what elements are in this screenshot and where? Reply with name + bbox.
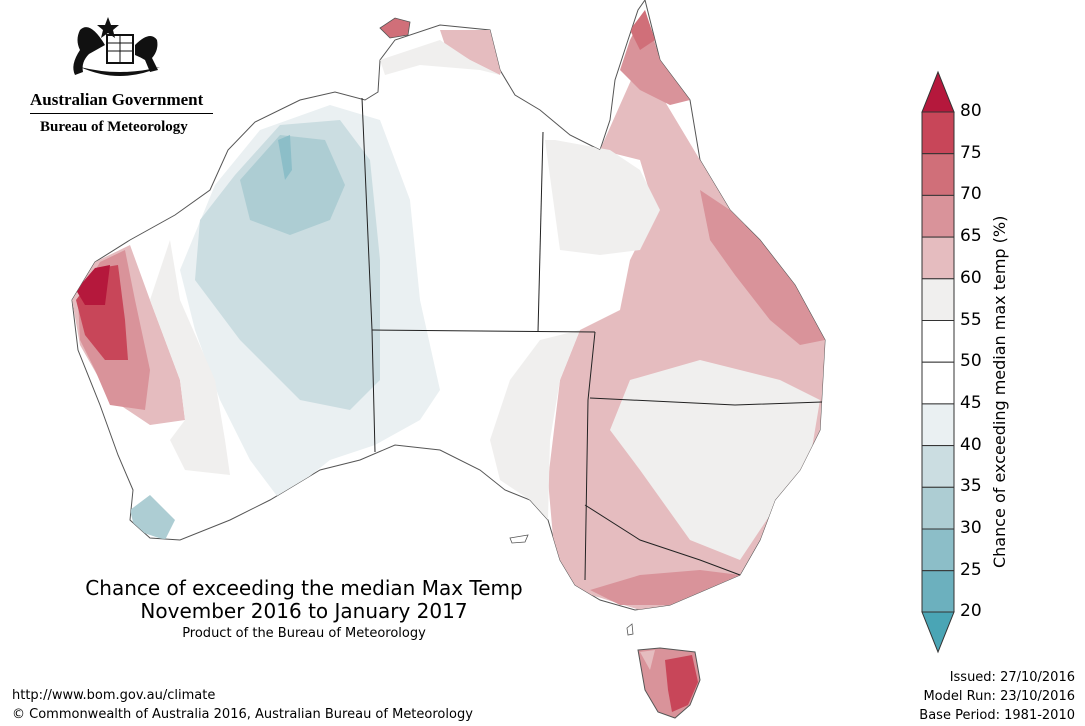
legend-swatch-40-45 bbox=[921, 403, 955, 447]
legend-swatch-65-70 bbox=[921, 194, 955, 238]
legend-arrow-bottom bbox=[921, 611, 955, 654]
legend-tick-label: 30 bbox=[960, 518, 982, 538]
legend-swatch-55-60 bbox=[921, 278, 955, 321]
legend-tick-label: 45 bbox=[960, 392, 982, 413]
region-65-70-kimberley-nt bbox=[500, 40, 525, 70]
king-island bbox=[626, 623, 634, 636]
legend-tick-label: 80 bbox=[960, 101, 982, 121]
legend-swatch-75-80 bbox=[921, 111, 955, 155]
legend-colorbar bbox=[921, 70, 955, 654]
map-subtitle: Product of the Bureau of Meteorology bbox=[182, 626, 426, 641]
region-30-35-wa bbox=[278, 135, 292, 180]
legend-tick-label: 65 bbox=[960, 226, 982, 247]
legend-swatch-60-65 bbox=[921, 236, 955, 280]
legend-tick-label: 20 bbox=[960, 601, 982, 622]
region-70-75-north-tip bbox=[630, 10, 655, 50]
legend-swatch-70-75 bbox=[921, 153, 955, 196]
region-55-60-sa bbox=[490, 330, 580, 520]
tasmania-70 bbox=[665, 655, 698, 712]
footer-copyright: © Commonwealth of Australia 2016, Austra… bbox=[12, 707, 473, 722]
state-borders bbox=[361, 97, 823, 581]
region-65-70-qld-coast bbox=[700, 190, 825, 345]
legend-tick-label: 75 bbox=[960, 142, 982, 163]
coat-of-arms-logo bbox=[73, 17, 160, 76]
region-55-60-central bbox=[545, 140, 660, 255]
map-title-line2: November 2016 to January 2017 bbox=[140, 599, 468, 623]
legend-swatch-25-30 bbox=[921, 528, 955, 572]
legend-swatch-20-25 bbox=[921, 570, 955, 613]
bureau-name: Bureau of Meteorology bbox=[40, 119, 188, 135]
kangaroo-island bbox=[509, 534, 529, 544]
footer-url[interactable]: http://www.bom.gov.au/climate bbox=[12, 688, 216, 703]
region-65-70-vic bbox=[590, 570, 740, 605]
issued-date: Issued: 27/10/2016 bbox=[949, 670, 1075, 685]
legend-swatch-30-35 bbox=[921, 486, 955, 530]
legend-tick-label: 70 bbox=[960, 184, 982, 205]
melville-island bbox=[379, 17, 411, 39]
logo-divider bbox=[30, 113, 213, 114]
region-60-65-top-nt bbox=[440, 30, 505, 75]
legend-tick-label: 55 bbox=[960, 309, 982, 330]
agency-name: Australian Government bbox=[30, 90, 204, 109]
model-run-date: Model Run: 23/10/2016 bbox=[923, 689, 1075, 704]
map-title-line1: Chance of exceeding the median Max Temp bbox=[85, 576, 523, 600]
legend-tick-label: 50 bbox=[960, 351, 982, 372]
base-period: Base Period: 1981-2010 bbox=[919, 708, 1075, 723]
probability-shading bbox=[72, 10, 825, 610]
tasmania-60 bbox=[640, 650, 655, 670]
legend-tick-label: 25 bbox=[960, 559, 982, 580]
region-40-45-sw bbox=[130, 495, 175, 540]
legend-axis-label: Chance of exceeding median max temp (%) bbox=[990, 215, 1009, 568]
region-55-60-wa-inland bbox=[150, 240, 230, 475]
region-55-60-nsw bbox=[610, 360, 820, 560]
region-75-80-wa-coast bbox=[76, 265, 110, 305]
legend-tick-label: 35 bbox=[960, 476, 982, 497]
legend-tick-label: 60 bbox=[960, 267, 982, 288]
legend-tick-label: 40 bbox=[960, 434, 982, 455]
legend-swatch-50-55 bbox=[921, 320, 955, 363]
legend-arrow-top bbox=[921, 70, 955, 113]
legend-swatch-45-50 bbox=[921, 361, 955, 405]
legend-swatch-35-40 bbox=[921, 445, 955, 488]
region-35-40-wa bbox=[240, 135, 345, 235]
region-55-60-top-nt bbox=[380, 40, 500, 75]
